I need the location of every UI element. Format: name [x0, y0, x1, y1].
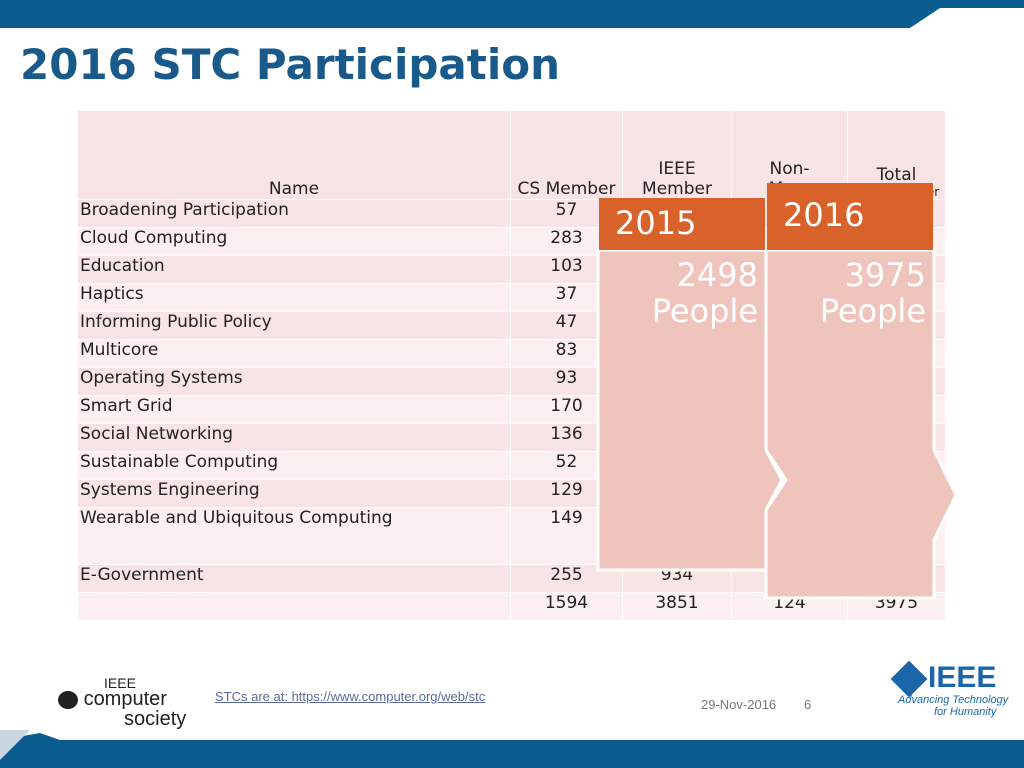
cell: Haptics — [77, 283, 511, 312]
unit: People — [819, 292, 926, 330]
logo-word: IEEE — [928, 661, 997, 694]
left-logo: IEEE computer society — [58, 676, 186, 729]
cell: 1594 — [510, 592, 623, 621]
link[interactable]: STCs are at: https://www.computer.org/we… — [215, 689, 486, 704]
cell: Systems Engineering — [77, 479, 511, 508]
cell: Sustainable Computing — [77, 451, 511, 480]
right-logo: IEEE Advancing Technology for Humanity — [890, 660, 1009, 718]
header-line: CS Member — [517, 179, 616, 199]
count: 3975 — [844, 256, 926, 294]
callout-year: 2015 — [599, 198, 765, 250]
header-cell: Name — [77, 110, 511, 200]
header-line: Total — [876, 165, 917, 185]
logo-text: Advancing Technology — [898, 694, 1009, 706]
header-line: Name — [268, 179, 320, 199]
row: 1594 3851 124 3975 — [77, 592, 946, 621]
logo-text: IEEE — [104, 675, 136, 691]
cell: Multicore — [77, 339, 511, 368]
title: 2016 STC Participation — [20, 40, 560, 89]
date: 29-Nov-2016 — [701, 697, 777, 712]
header-line: Member — [642, 179, 712, 199]
logo-text: for Humanity — [934, 706, 997, 718]
logo-text: society — [124, 707, 187, 730]
cell: 3851 — [622, 592, 732, 621]
cell — [77, 592, 511, 621]
page-number: 6 — [804, 697, 812, 712]
cell: Social Networking — [77, 423, 511, 452]
header-line: Non- — [769, 159, 810, 179]
logo-text: computer — [58, 688, 186, 710]
logo-text: IEEE — [890, 660, 1008, 698]
callout-count: 3975 People — [768, 257, 926, 329]
cell: Cloud Computing — [77, 227, 511, 256]
cell: Wearable and Ubiquitous Computing — [77, 507, 511, 565]
cell: Operating Systems — [77, 367, 511, 396]
cell: Broadening Participation — [77, 199, 511, 228]
header-line: IEEE — [658, 159, 696, 179]
cell: Informing Public Policy — [77, 311, 511, 340]
callout-year: 2016 — [767, 183, 933, 250]
unit: People — [651, 292, 758, 330]
callout-shapes — [596, 248, 958, 600]
logo-word: computer — [83, 688, 167, 710]
cell: E-Government — [77, 564, 511, 593]
count: 2498 — [676, 256, 758, 294]
cell: Education — [77, 255, 511, 284]
callout-count: 2498 People — [600, 257, 758, 329]
header-cell: IEEE Member — [622, 110, 732, 200]
cell: Smart Grid — [77, 395, 511, 424]
cell: 124 — [731, 592, 848, 621]
